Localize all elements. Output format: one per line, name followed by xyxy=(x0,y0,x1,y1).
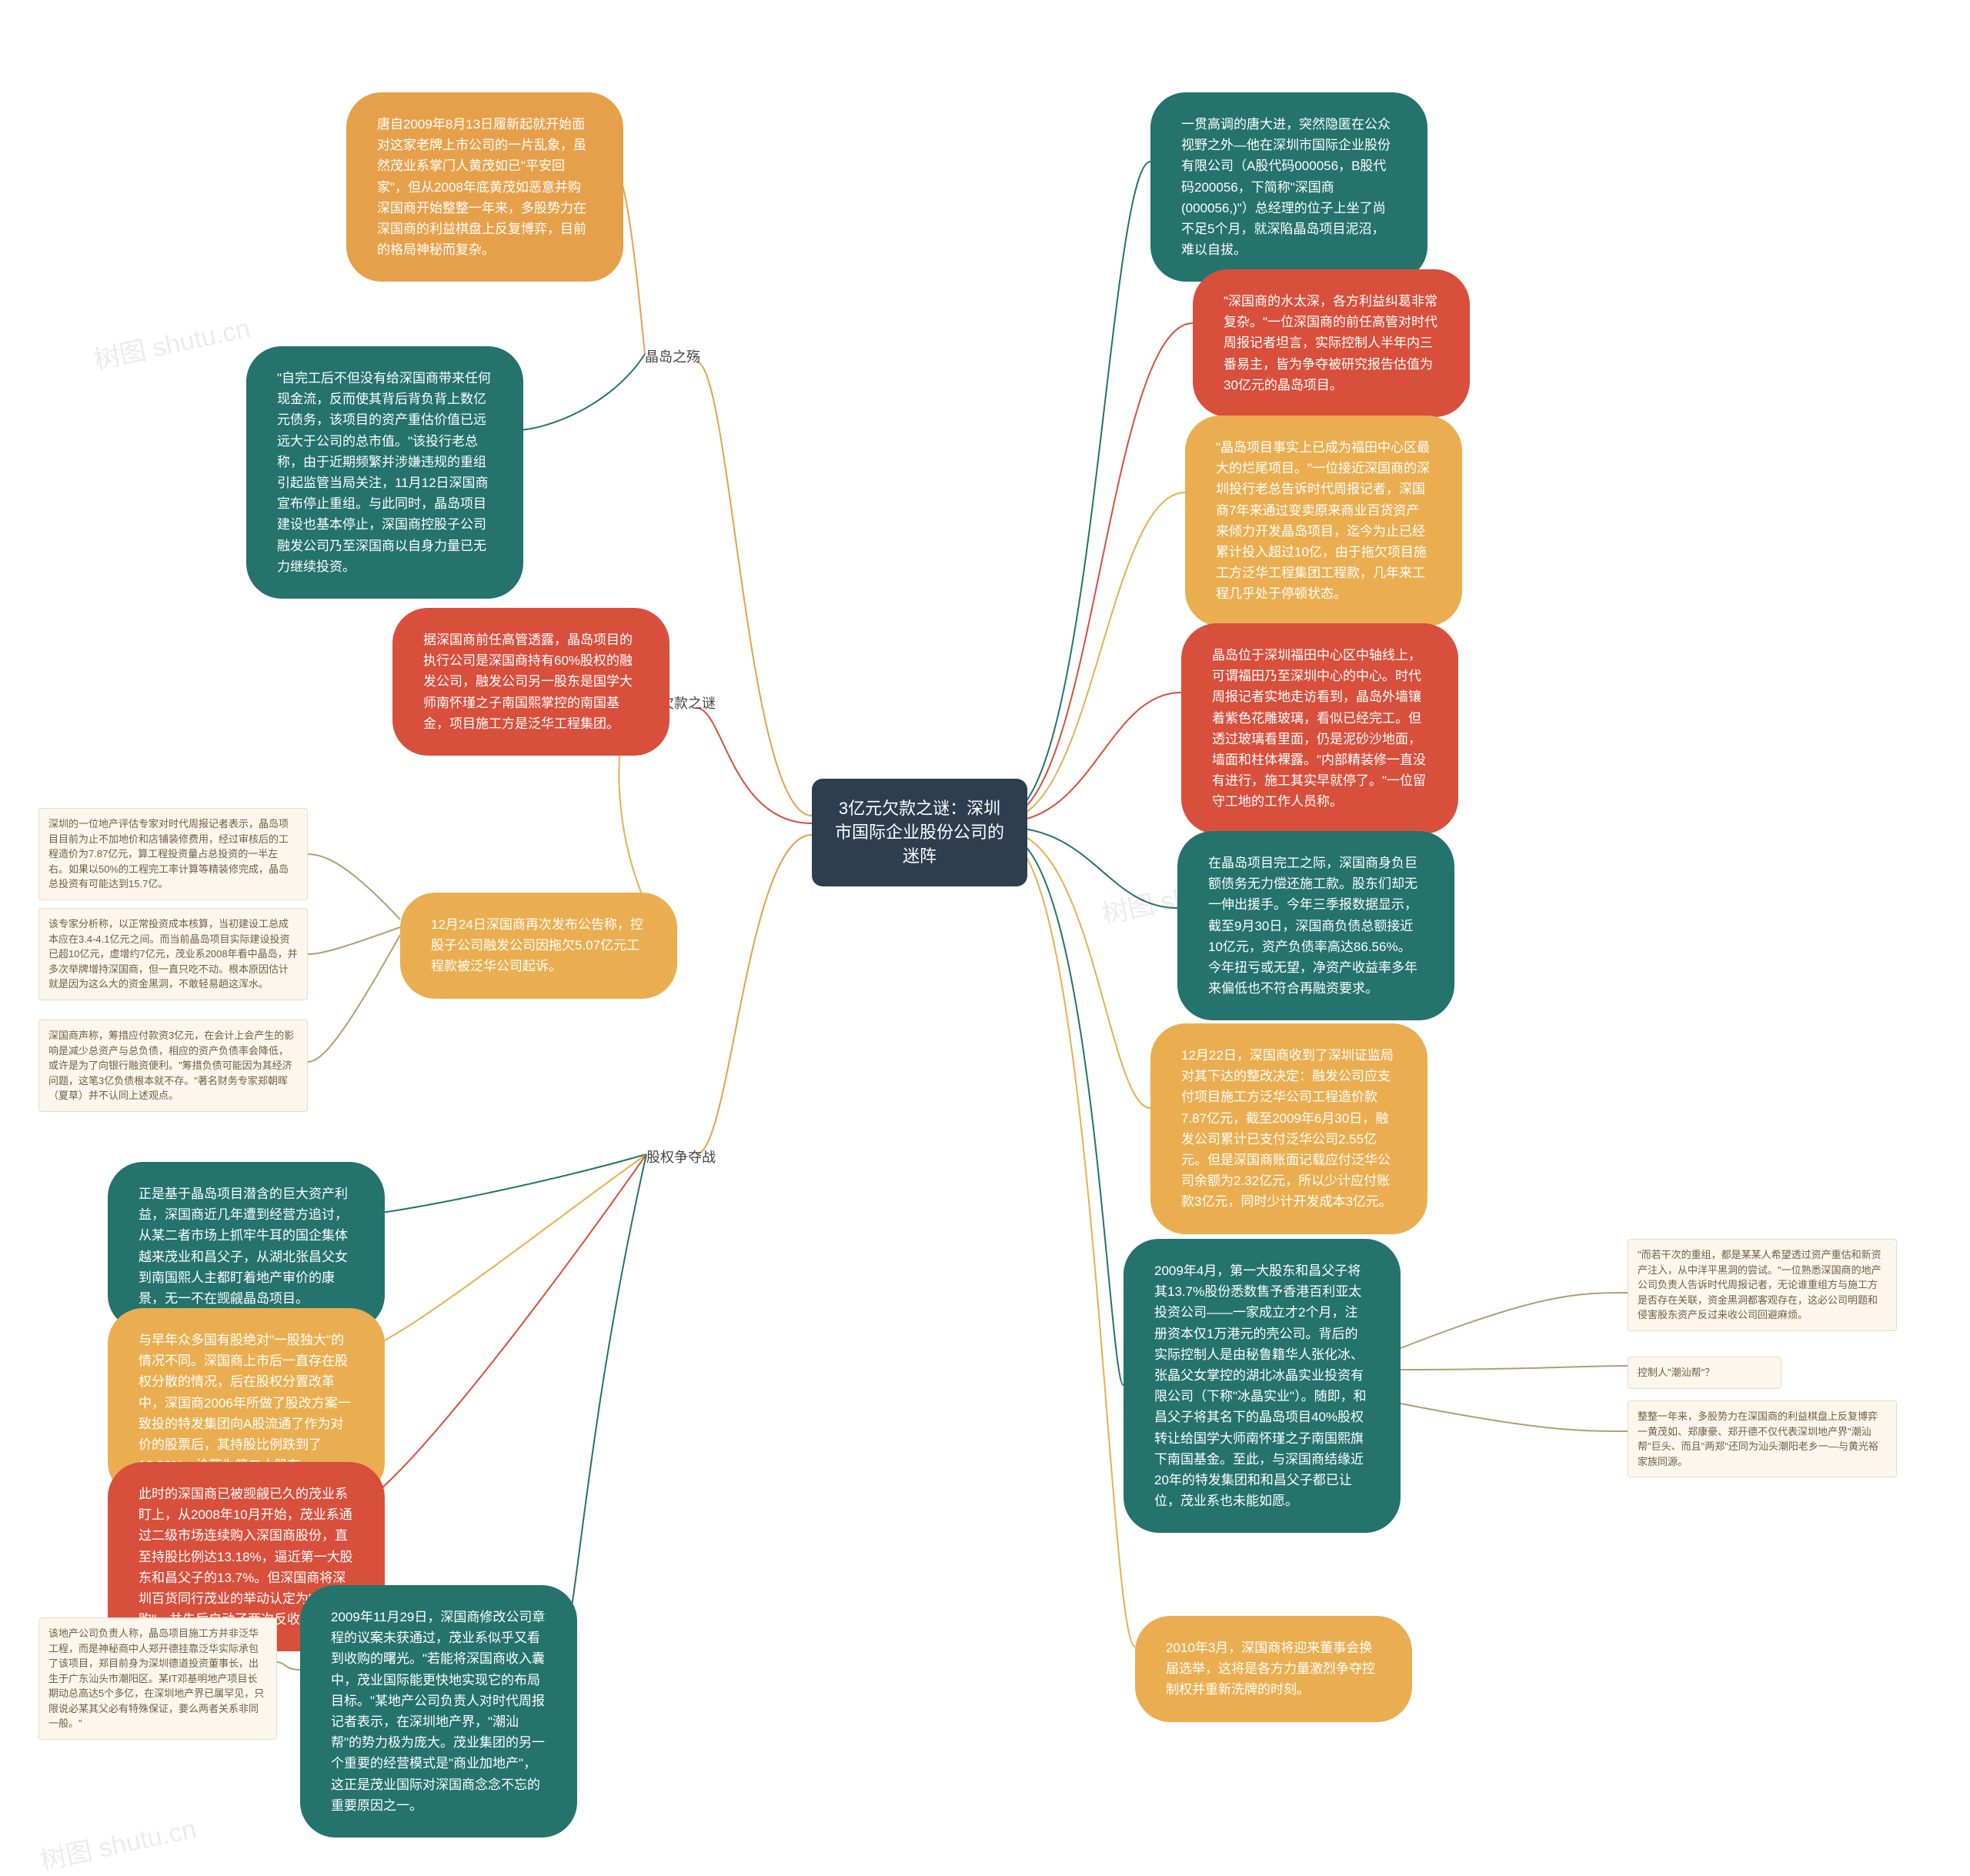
topic-node[interactable]: "晶岛项目事实上已成为福田中心区最大的烂尾项目。"一位接近深国商的深圳投行老总告… xyxy=(1185,416,1462,626)
topic-node[interactable]: 在晶岛项目完工之际，深国商身负巨额债务无力偿还施工款。股东们却无一伸出援手。今年… xyxy=(1177,831,1454,1020)
topic-text: 2010年3月，深国商将迎来董事会换届选举，这将是各方力量激烈争夺控制权并重新洗… xyxy=(1166,1641,1375,1697)
topic-node[interactable]: 2009年4月，第一大股东和昌父子将其13.7%股份悉数售予香港百利亚太投资公司… xyxy=(1124,1239,1401,1533)
topic-text: 正是基于晶岛项目潜含的巨大资产利益，深国商近几年遭到经营方追讨，从某二者市场上抓… xyxy=(139,1187,348,1306)
topic-text: 12月22日，深国商收到了深圳证监局对其下达的整改决定：融发公司应支付项目施工方… xyxy=(1181,1048,1394,1209)
watermark: 树图 shutu.cn xyxy=(90,307,253,377)
center-label: 3亿元欠款之谜：深圳市国际企业股份公司的迷阵 xyxy=(835,799,1004,866)
topic-node[interactable]: 唐自2009年8月13日履新起就开始面对这家老牌上市公司的一片乱象，虽然茂业系掌… xyxy=(346,92,623,282)
branch-label[interactable]: 晶岛之殇 xyxy=(645,346,700,366)
callout-note[interactable]: 该地产公司负责人称，晶岛项目施工方并非泛华工程，而是神秘商中人郑开德挂靠泛华实际… xyxy=(38,1617,277,1740)
callout-note[interactable]: 整整一年来，多股势力在深国商的利益棋盘上反复博弈一黄茂如、郑康豪、郑开德不仅代表… xyxy=(1628,1400,1897,1477)
watermark: 树图 shutu.cn xyxy=(36,1808,199,1876)
topic-text: 唐自2009年8月13日履新起就开始面对这家老牌上市公司的一片乱象，虽然茂业系掌… xyxy=(377,117,586,257)
branch-label[interactable]: 股权争夺战 xyxy=(646,1147,716,1167)
topic-node[interactable]: 2009年11月29日，深国商修改公司章程的议案未获通过，茂业系似乎又看到收购的… xyxy=(300,1585,577,1838)
topic-node[interactable]: 据深国商前任高管透露，晶岛项目的执行公司是深国商持有60%股权的融发公司，融发公… xyxy=(392,608,669,756)
topic-text: 2009年4月，第一大股东和昌父子将其13.7%股份悉数售予香港百利亚太投资公司… xyxy=(1154,1263,1367,1508)
callout-note[interactable]: "而若干次的重组，都是某某人希望透过资产重估和新资产注入，从中洋平黑洞的尝试。"… xyxy=(1628,1239,1897,1331)
topic-node[interactable]: "深国商的水太深，各方利益纠葛非常复杂。"一位深国商的前任高管对时代周报记者坦言… xyxy=(1193,269,1470,417)
center-topic[interactable]: 3亿元欠款之谜：深圳市国际企业股份公司的迷阵 xyxy=(812,779,1027,886)
topic-text: 在晶岛项目完工之际，深国商身负巨额债务无力偿还施工款。股东们却无一伸出援手。今年… xyxy=(1208,856,1417,996)
topic-node[interactable]: 12月22日，深国商收到了深圳证监局对其下达的整改决定：融发公司应支付项目施工方… xyxy=(1150,1023,1427,1234)
topic-text: 2009年11月29日，深国商修改公司章程的议案未获通过，茂业系似乎又看到收购的… xyxy=(331,1610,545,1813)
topic-text: "自完工后不但没有给深国商带来任何现金流，反而使其背后背负背上数亿元债务，该项目… xyxy=(277,371,491,574)
topic-text: 与早年众多国有股绝对"一股独大"的情况不同。深国商上市后一直存在股权分散的情况，… xyxy=(139,1333,351,1473)
mindmap-canvas: 3亿元欠款之谜：深圳市国际企业股份公司的迷阵 树图 shutu.cn 树图 shu… xyxy=(0,0,1970,1876)
callout-note[interactable]: 深国商声称，筹措应付款资3亿元，在会计上会产生的影响是减少总资产与总负债，相应的… xyxy=(38,1020,308,1112)
topic-node[interactable]: 12月24日深国商再次发布公告称，控股子公司融发公司因拖欠5.07亿元工程款被泛… xyxy=(400,893,677,999)
topic-node[interactable]: 正是基于晶岛项目潜含的巨大资产利益，深国商近几年遭到经营方追讨，从某二者市场上抓… xyxy=(108,1162,385,1330)
topic-text: "晶岛项目事实上已成为福田中心区最大的烂尾项目。"一位接近深国商的深圳投行老总告… xyxy=(1216,440,1430,601)
callout-note[interactable]: 控制人"潮汕帮"？ xyxy=(1628,1357,1781,1389)
callout-note[interactable]: 深圳的一位地产评估专家对时代周报记者表示，晶岛项目目前为止不加地价和店铺装修费用… xyxy=(38,808,308,900)
topic-node[interactable]: 一贯高调的唐大进，突然隐匿在公众视野之外—他在深圳市国际企业股份有限公司（A股代… xyxy=(1150,92,1427,282)
topic-node[interactable]: "自完工后不但没有给深国商带来任何现金流，反而使其背后背负背上数亿元债务，该项目… xyxy=(246,346,523,599)
topic-node[interactable]: 晶岛位于深圳福田中心区中轴线上，可谓福田乃至深圳中心的中心。时代周报记者实地走访… xyxy=(1181,623,1458,834)
topic-text: "深国商的水太深，各方利益纠葛非常复杂。"一位深国商的前任高管对时代周报记者坦言… xyxy=(1224,294,1437,392)
topic-node[interactable]: 2010年3月，深国商将迎来董事会换届选举，这将是各方力量激烈争夺控制权并重新洗… xyxy=(1135,1616,1412,1722)
topic-text: 12月24日深国商再次发布公告称，控股子公司融发公司因拖欠5.07亿元工程款被泛… xyxy=(431,917,643,973)
topic-text: 据深国商前任高管透露，晶岛项目的执行公司是深国商持有60%股权的融发公司，融发公… xyxy=(423,633,633,731)
topic-text: 一贯高调的唐大进，突然隐匿在公众视野之外—他在深圳市国际企业股份有限公司（A股代… xyxy=(1181,117,1391,257)
callout-note[interactable]: 该专家分析称，以正常投资成本核算，当初建设工总成本应在3.4-4.1亿元之间。而… xyxy=(38,908,308,1000)
topic-text: 晶岛位于深圳福田中心区中轴线上，可谓福田乃至深圳中心的中心。时代周报记者实地走访… xyxy=(1212,648,1426,809)
